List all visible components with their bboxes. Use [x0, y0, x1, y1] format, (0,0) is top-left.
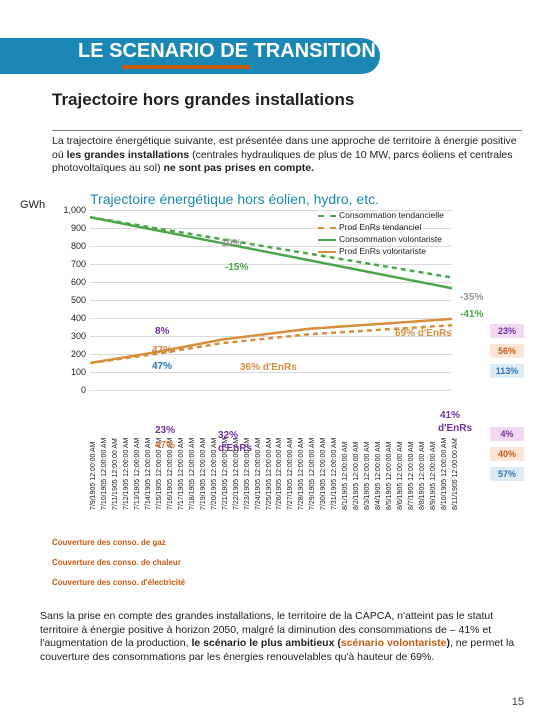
y-tick: 900 [52, 223, 86, 233]
x-tick: 7/20/1905 12:00:00 AM [211, 438, 218, 510]
y-tick: 800 [52, 241, 86, 251]
x-tick: 7/9/1905 12:00:00 AM [90, 442, 97, 511]
chart-annotation: -35% [460, 292, 483, 303]
chart-annotation: -10% [218, 238, 241, 249]
side-value-box: 56% [490, 344, 524, 358]
subtitle-rule [52, 130, 522, 131]
banner-rule [122, 65, 250, 69]
chart-annotation: 32% [218, 430, 238, 441]
y-tick: 1,000 [52, 205, 86, 215]
y-axis-label: GWh [20, 199, 45, 211]
x-tick: 8/2/1905 12:00:00 AM [353, 442, 360, 511]
legend-label: Prod EnRs volontariste [339, 246, 426, 256]
footer-legend-elec: Couverture des conso. d'électricité [52, 578, 185, 587]
side-value-box: 40% [490, 447, 524, 461]
side-value-box: 113% [490, 364, 524, 378]
x-tick: 8/3/1905 12:00:00 AM [364, 442, 371, 511]
x-tick: 8/7/1905 12:00:00 AM [408, 442, 415, 511]
chart-annotation: -15% [225, 262, 248, 273]
side-value-box: 57% [490, 467, 524, 481]
side-value-box: 23% [490, 324, 524, 338]
chart-annotation: d'EnRs [438, 423, 472, 434]
intro-text: La trajectoire énergétique suivante, est… [52, 135, 517, 176]
chart-annotation: 41% [440, 410, 460, 421]
chart-annotation: -41% [460, 309, 483, 320]
x-tick: 8/5/1905 12:00:00 AM [386, 442, 393, 511]
y-tick: 200 [52, 349, 86, 359]
chart-annotation: 47% [155, 440, 175, 451]
x-tick: 7/13/1905 12:00:00 AM [134, 438, 141, 510]
y-tick: 300 [52, 331, 86, 341]
y-tick: 500 [52, 295, 86, 305]
x-tick: 7/11/1905 12:00:00 AM [112, 438, 119, 510]
x-tick: 7/12/1905 12:00:00 AM [123, 438, 130, 510]
chart-annotation: 47% [152, 361, 172, 372]
y-tick: 400 [52, 313, 86, 323]
x-tick: 8/10/1905 12:00:00 AM [441, 438, 448, 510]
y-tick: 0 [52, 385, 86, 395]
side-value-box: 4% [490, 427, 524, 441]
banner-title: LE SCENARIO DE TRANSITION [78, 40, 376, 63]
x-tick: 7/27/1905 12:00:00 AM [287, 438, 294, 510]
legend-item: Consommation volontariste [318, 234, 442, 244]
chart-annotation: 47% [152, 345, 172, 356]
legend-label: Consommation tendancielle [339, 210, 444, 220]
x-tick: 8/6/1905 12:00:00 AM [397, 442, 404, 511]
legend-item: Prod EnRs tendanciel [318, 222, 421, 232]
legend-item: Prod EnRs volontariste [318, 246, 426, 256]
x-tick: 7/18/1905 12:00:00 AM [189, 438, 196, 510]
x-tick: 7/24/1905 12:00:00 AM [255, 438, 262, 510]
x-tick: 8/8/1905 12:00:00 AM [419, 442, 426, 511]
x-tick: 7/26/1905 12:00:00 AM [276, 438, 283, 510]
x-tick: 7/17/1905 12:00:00 AM [178, 438, 185, 510]
x-tick: 7/19/1905 12:00:00 AM [200, 438, 207, 510]
xtick-area: 7/9/1905 12:00:00 AM 7/10/1905 12:00:00 A… [90, 395, 452, 515]
chart-title: Trajectoire énergétique hors éolien, hyd… [90, 191, 379, 207]
y-tick: 100 [52, 367, 86, 377]
chart-annotation: 36% d'EnRs [240, 362, 297, 373]
y-tick: 600 [52, 277, 86, 287]
y-tick: 700 [52, 259, 86, 269]
legend-label: Consommation volontariste [339, 234, 442, 244]
chart-annotation: d'EnRs [218, 443, 252, 454]
x-tick: 7/28/1905 12:00:00 AM [298, 438, 305, 510]
legend-item: Consommation tendancielle [318, 210, 444, 220]
x-tick: 8/9/1905 12:00:00 AM [430, 442, 437, 511]
x-tick: 7/10/1905 12:00:00 AM [101, 438, 108, 510]
x-tick: 7/14/1905 12:00:00 AM [145, 438, 152, 510]
footer-legend-gaz: Couverture des conso. de gaz [52, 538, 166, 547]
chart-annotation: 23% [155, 425, 175, 436]
x-tick: 7/30/1905 12:00:00 AM [320, 438, 327, 510]
footer-text: Sans la prise en compte des grandes inst… [40, 610, 520, 665]
x-tick: 8/11/1905 12:00:00 AM [452, 438, 459, 510]
x-tick: 7/29/1905 12:00:00 AM [309, 438, 316, 510]
x-tick: 8/4/1905 12:00:00 AM [375, 442, 382, 511]
subtitle: Trajectoire hors grandes installations [52, 90, 354, 110]
gridline [90, 390, 452, 391]
legend-label: Prod EnRs tendanciel [339, 222, 421, 232]
x-tick: 8/1/1905 12:00:00 AM [342, 442, 349, 511]
footer-legend-chaleur: Couverture des conso. de chaleur [52, 558, 181, 567]
page-number: 15 [512, 696, 524, 708]
chart-annotation: 69% d'EnRs [395, 328, 452, 339]
x-tick: 7/31/1905 12:00:00 AM [331, 438, 338, 510]
chart-annotation: 8% [155, 326, 169, 337]
x-tick: 7/25/1905 12:00:00 AM [266, 438, 273, 510]
